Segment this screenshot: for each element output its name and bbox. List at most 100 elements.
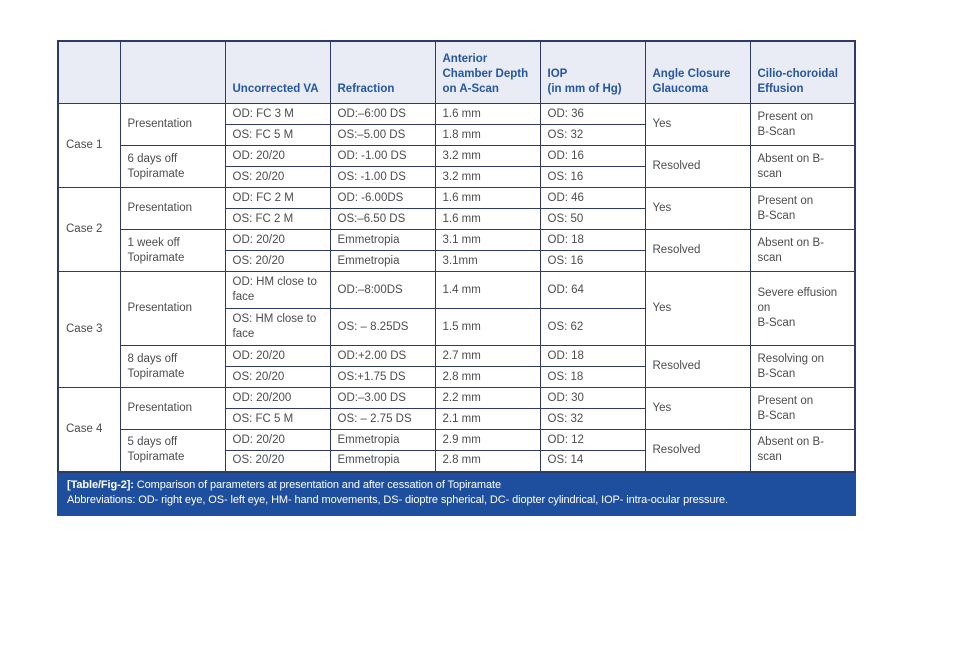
va-cell: OD: 20/20 [224,345,331,367]
acd-cell: 2.2 mm [434,387,541,409]
effusion-cell: Absent on B-scan [749,229,856,272]
caption-tag: [Table/Fig-2]: [67,478,134,491]
va-cell: OD: FC 2 M [224,187,331,209]
va-cell: OD: HM close to face [224,271,331,309]
refraction-cell: OD: -1.00 DS [329,145,436,167]
case-cell: Case 3 [57,271,121,388]
case-cell: Case 1 [57,103,121,188]
col-header-acd: Anterior Chamber Depth on A-Scan [434,40,541,104]
refraction-cell: OD: -6.00DS [329,187,436,209]
iop-cell: OS: 16 [539,166,646,188]
acd-cell: 3.1mm [434,250,541,272]
refraction-cell: OD:–6:00 DS [329,103,436,125]
caption-line-1: [Table/Fig-2]: Comparison of parameters … [67,478,846,494]
acd-cell: 1.6 mm [434,208,541,230]
condition-cell: Presentation [119,103,226,146]
condition-cell: 8 days off Topiramate [119,345,226,388]
col-header-iop: IOP (in mm of Hg) [539,40,646,104]
glaucoma-cell: Yes [644,103,751,146]
refraction-cell: Emmetropia [329,250,436,272]
refraction-cell: OD:+2.00 DS [329,345,436,367]
condition-cell: Presentation [119,387,226,430]
va-cell: OD: FC 3 M [224,103,331,125]
effusion-cell: Absent on B-scan [749,145,856,188]
acd-cell: 3.2 mm [434,166,541,188]
corner-cell-2 [119,40,226,104]
va-cell: OS: 20/20 [224,450,331,472]
caption-abbreviations: Abbreviations: OD- right eye, OS- left e… [67,494,729,506]
iop-cell: OD: 36 [539,103,646,125]
refraction-cell: OS: – 2.75 DS [329,408,436,430]
acd-cell: 2.8 mm [434,366,541,388]
iop-cell: OD: 18 [539,229,646,251]
va-cell: OD: 20/20 [224,229,331,251]
refraction-cell: OD:–3.00 DS [329,387,436,409]
condition-cell: 5 days off Topiramate [119,429,226,472]
effusion-cell: Absent on B-scan [749,429,856,472]
glaucoma-cell: Resolved [644,145,751,188]
iop-cell: OD: 16 [539,145,646,167]
refraction-cell: Emmetropia [329,429,436,451]
acd-cell: 1.6 mm [434,187,541,209]
condition-cell: 6 days off Topiramate [119,145,226,188]
iop-cell: OD: 30 [539,387,646,409]
acd-cell: 1.5 mm [434,308,541,346]
glaucoma-cell: Resolved [644,429,751,472]
figure-table: Uncorrected VA Refraction Anterior Chamb… [57,40,856,516]
table-caption: [Table/Fig-2]: Comparison of parameters … [57,472,856,516]
acd-cell: 2.8 mm [434,450,541,472]
iop-cell: OS: 32 [539,124,646,146]
glaucoma-cell: Yes [644,187,751,230]
acd-cell: 1.6 mm [434,103,541,125]
va-cell: OD: 20/20 [224,429,331,451]
va-cell: OS: FC 2 M [224,208,331,230]
va-cell: OD: 20/200 [224,387,331,409]
va-cell: OS: FC 5 M [224,408,331,430]
glaucoma-cell: Yes [644,387,751,430]
acd-cell: 2.9 mm [434,429,541,451]
acd-cell: 2.7 mm [434,345,541,367]
iop-cell: OS: 16 [539,250,646,272]
refraction-cell: OS:–5.00 DS [329,124,436,146]
iop-cell: OD: 46 [539,187,646,209]
glaucoma-cell: Resolved [644,345,751,388]
case-cell: Case 2 [57,187,121,272]
case-cell: Case 4 [57,387,121,472]
effusion-cell: Present on B-Scan [749,187,856,230]
glaucoma-cell: Yes [644,271,751,346]
condition-cell: Presentation [119,271,226,346]
refraction-cell: Emmetropia [329,450,436,472]
acd-cell: 2.1 mm [434,408,541,430]
col-header-uncorrected-va: Uncorrected VA [224,40,331,104]
refraction-cell: OS: -1.00 DS [329,166,436,188]
corner-cell [57,40,121,104]
condition-cell: Presentation [119,187,226,230]
acd-cell: 1.4 mm [434,271,541,309]
refraction-cell: OS: – 8.25DS [329,308,436,346]
col-header-refraction: Refraction [329,40,436,104]
refraction-cell: OS:+1.75 DS [329,366,436,388]
effusion-cell: Present on B-Scan [749,103,856,146]
va-cell: OD: 20/20 [224,145,331,167]
effusion-cell: Present on B-Scan [749,387,856,430]
va-cell: OS: 20/20 [224,366,331,388]
iop-cell: OS: 18 [539,366,646,388]
va-cell: OS: HM close to face [224,308,331,346]
acd-cell: 3.2 mm [434,145,541,167]
iop-cell: OS: 50 [539,208,646,230]
iop-cell: OS: 32 [539,408,646,430]
condition-cell: 1 week off Topiramate [119,229,226,272]
caption-title: Comparison of parameters at presentation… [133,478,501,491]
va-cell: OS: 20/20 [224,166,331,188]
acd-cell: 1.8 mm [434,124,541,146]
va-cell: OS: FC 5 M [224,124,331,146]
col-header-effusion: Cilio-choroidal Effusion [749,40,856,104]
acd-cell: 3.1 mm [434,229,541,251]
glaucoma-cell: Resolved [644,229,751,272]
refraction-cell: OS:–6.50 DS [329,208,436,230]
iop-cell: OD: 18 [539,345,646,367]
comparison-table: Uncorrected VA Refraction Anterior Chamb… [57,40,856,473]
effusion-cell: Resolving on B-Scan [749,345,856,388]
refraction-cell: Emmetropia [329,229,436,251]
iop-cell: OD: 64 [539,271,646,309]
